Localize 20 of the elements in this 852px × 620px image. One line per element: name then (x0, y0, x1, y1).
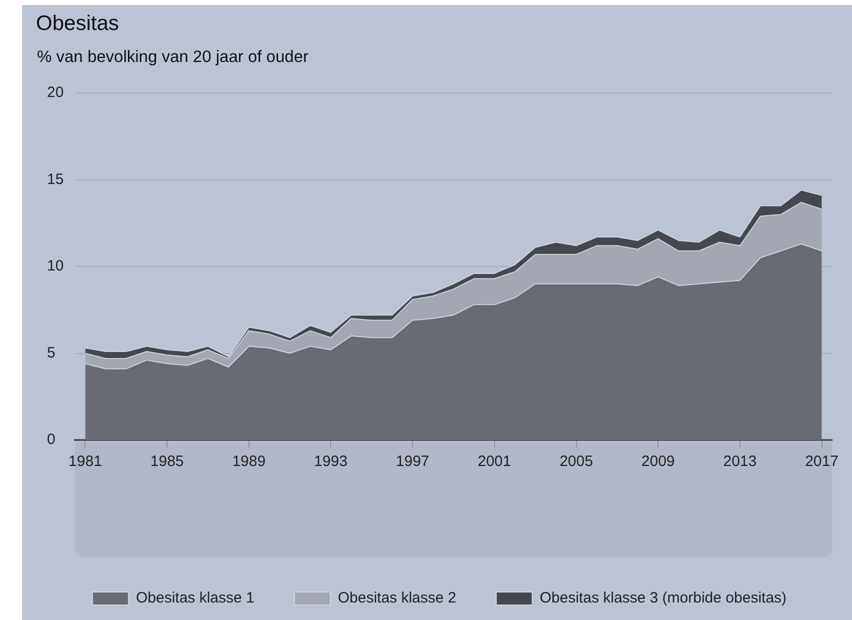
x-tick-label: 1989 (232, 453, 266, 470)
x-tick-label: 1981 (68, 453, 102, 470)
x-tick-label: 1993 (314, 453, 348, 470)
legend-label: Obesitas klasse 1 (136, 590, 254, 607)
x-tick-label: 2017 (805, 453, 838, 470)
x-tick-label: 1997 (396, 453, 430, 470)
y-tick-label: 5 (47, 344, 56, 362)
x-tick-label: 2005 (560, 453, 593, 470)
chart-subtitle: % van bevolking van 20 jaar of ouder (37, 48, 309, 67)
x-tick-label: 2009 (641, 453, 675, 470)
y-tick-label: 0 (47, 431, 56, 448)
y-tick-label: 15 (47, 170, 64, 188)
chart-title: Obesitas (36, 12, 119, 36)
legend-label: Obesitas klasse 3 (morbide obesitas) (540, 590, 787, 607)
x-tick-label: 2013 (723, 453, 757, 470)
x-tick-label: 1985 (150, 453, 184, 470)
y-tick-label: 20 (47, 84, 64, 102)
legend-label: Obesitas klasse 2 (338, 590, 456, 607)
y-tick-label: 10 (47, 258, 64, 275)
x-tick-label: 2001 (478, 453, 512, 470)
